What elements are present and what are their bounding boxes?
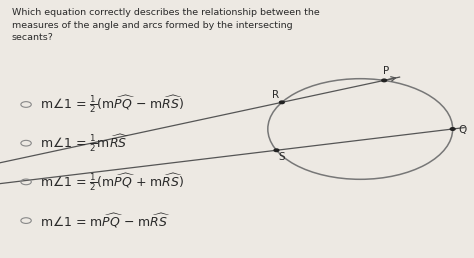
Circle shape [280, 101, 284, 104]
Text: P: P [383, 66, 390, 76]
Text: R: R [273, 90, 280, 100]
Text: m$\angle$1 = $\frac{1}{2}$(m$\widehat{PQ}$ $+$ m$\widehat{RS}$): m$\angle$1 = $\frac{1}{2}$(m$\widehat{PQ… [40, 171, 185, 193]
Text: m$\angle$1 = m$\widehat{PQ}$ $-$ m$\widehat{RS}$: m$\angle$1 = m$\widehat{PQ}$ $-$ m$\wide… [40, 212, 171, 230]
Text: Which equation correctly describes the relationship between the
measures of the : Which equation correctly describes the r… [12, 8, 319, 42]
Text: m$\angle$1 = $\frac{1}{2}$(m$\widehat{PQ}$ $-$ m$\widehat{RS}$): m$\angle$1 = $\frac{1}{2}$(m$\widehat{PQ… [40, 94, 185, 115]
Text: S: S [279, 152, 285, 162]
Circle shape [274, 149, 279, 151]
Text: Q: Q [459, 125, 467, 135]
Circle shape [382, 79, 386, 82]
Circle shape [450, 128, 455, 130]
Text: m$\angle$1 = $\frac{1}{2}$m$\widehat{RS}$: m$\angle$1 = $\frac{1}{2}$m$\widehat{RS}… [40, 132, 130, 154]
